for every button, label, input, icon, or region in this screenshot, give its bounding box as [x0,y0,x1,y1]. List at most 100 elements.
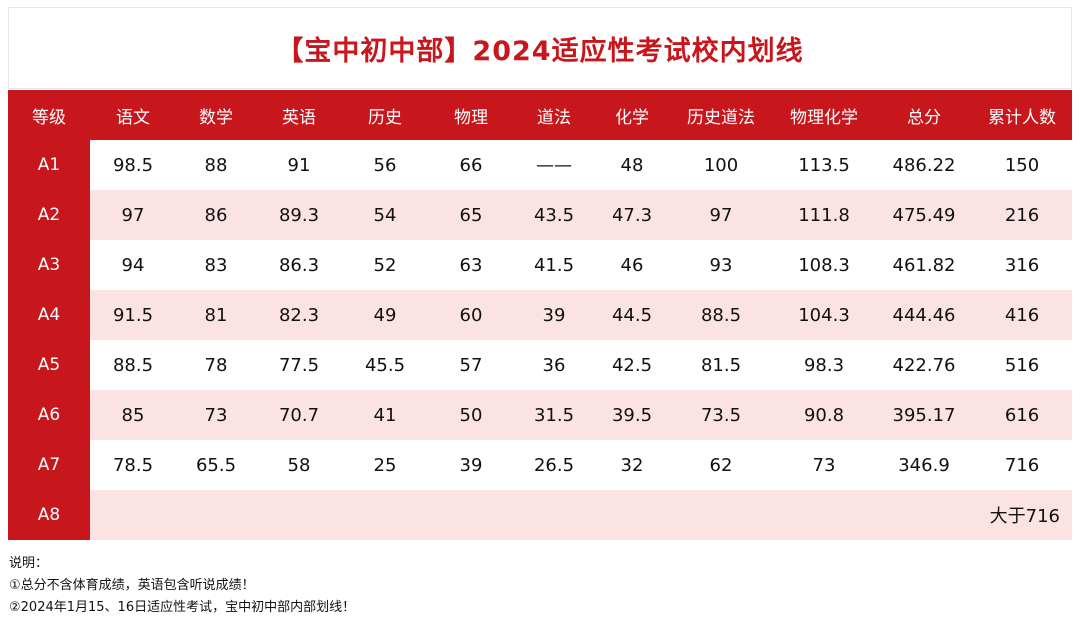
header-cell: 物理 [428,90,514,140]
table-cell: 150 [972,140,1072,190]
table-cell: 86.3 [256,240,342,290]
table-cell: 98.3 [772,340,876,390]
table-cell: 48 [594,140,670,190]
table-cell: 90.8 [772,390,876,440]
page-title: 【宝中初中部】2024适应性考试校内划线 [276,35,804,67]
table-cell: 58 [256,440,342,490]
table-cell: 32 [594,440,670,490]
header-cell: 总分 [876,90,972,140]
table-cell: 86 [176,190,256,240]
title-banner: 【宝中初中部】2024适应性考试校内划线 [8,7,1072,89]
table-cell: 45.5 [342,340,428,390]
table-row: A5 88.5 78 77.5 45.5 57 36 42.5 81.5 98.… [8,340,1072,390]
table-row: A2 97 86 89.3 54 65 43.5 47.3 97 111.8 4… [8,190,1072,240]
table-cell: 83 [176,240,256,290]
table-cell: 88.5 [90,340,176,390]
table-cell: 108.3 [772,240,876,290]
table-cell: 422.76 [876,340,972,390]
table-cell: 395.17 [876,390,972,440]
header-cell: 语文 [90,90,176,140]
score-line-table: 等级 语文 数学 英语 历史 物理 道法 化学 历史道法 物理化学 总分 累计人… [8,90,1072,540]
note-item: ①总分不含体育成绩，英语包含听说成绩！ [9,578,255,593]
table-cell: 100 [670,140,772,190]
header-cell: 累计人数 [972,90,1072,140]
table-cell: 316 [972,240,1072,290]
table-row: A7 78.5 65.5 58 25 39 26.5 32 62 73 346.… [8,440,1072,490]
grade-cell: A7 [8,440,90,490]
table-cell: 111.8 [772,190,876,240]
table-cell: 97 [90,190,176,240]
table-cell: 88.5 [670,290,772,340]
table-cell: 616 [972,390,1072,440]
table-cell: 41 [342,390,428,440]
table-cell: 416 [972,290,1072,340]
table-cell: 104.3 [772,290,876,340]
table-cell: 62 [670,440,772,490]
notes-section: 说明： ①总分不含体育成绩，英语包含听说成绩！ ②2024年1月15、16日适应… [9,553,355,619]
header-cell: 历史 [342,90,428,140]
table-cell: 346.9 [876,440,972,490]
table-cell: 98.5 [90,140,176,190]
table-cell: 444.46 [876,290,972,340]
table-cell: 486.22 [876,140,972,190]
table-cell: 91 [256,140,342,190]
table-cell: 26.5 [514,440,594,490]
table-body: A1 98.5 88 91 56 66 —— 48 100 113.5 486.… [8,140,1072,540]
table-cell: 56 [342,140,428,190]
table-cell: 41.5 [514,240,594,290]
grade-cell: A5 [8,340,90,390]
table-cell: 461.82 [876,240,972,290]
table-cell: 91.5 [90,290,176,340]
table-cell: 82.3 [256,290,342,340]
table-cell: 78 [176,340,256,390]
table-cell: 65 [428,190,514,240]
table-cell: 93 [670,240,772,290]
table-row: A4 91.5 81 82.3 49 60 39 44.5 88.5 104.3… [8,290,1072,340]
table-cell: 216 [972,190,1072,240]
table-cell: 63 [428,240,514,290]
table-row: A1 98.5 88 91 56 66 —— 48 100 113.5 486.… [8,140,1072,190]
table-cell: 78.5 [90,440,176,490]
header-cell: 道法 [514,90,594,140]
header-cell: 英语 [256,90,342,140]
table-cell: 65.5 [176,440,256,490]
header-cell: 化学 [594,90,670,140]
table-cell: 85 [90,390,176,440]
table-cell: 73 [772,440,876,490]
table-cell: 73.5 [670,390,772,440]
table-cell: 70.7 [256,390,342,440]
cumulative-note-cell: 大于716 [90,490,1072,540]
table-cell: 42.5 [594,340,670,390]
table-cell: 716 [972,440,1072,490]
table-cell: 46 [594,240,670,290]
table-cell: 77.5 [256,340,342,390]
table-cell: 88 [176,140,256,190]
table-cell: 52 [342,240,428,290]
table-cell: 43.5 [514,190,594,240]
table-cell: 94 [90,240,176,290]
table-cell: 31.5 [514,390,594,440]
table-cell: 66 [428,140,514,190]
notes-heading: 说明： [9,556,49,571]
table-cell: 516 [972,340,1072,390]
table-cell: 47.3 [594,190,670,240]
table-cell: 113.5 [772,140,876,190]
table-cell: —— [514,140,594,190]
grade-cell: A2 [8,190,90,240]
grade-cell: A6 [8,390,90,440]
table-cell: 25 [342,440,428,490]
table-cell: 39 [428,440,514,490]
table-row: A3 94 83 86.3 52 63 41.5 46 93 108.3 461… [8,240,1072,290]
grade-cell: A8 [8,490,90,540]
grade-cell: A1 [8,140,90,190]
table-cell: 97 [670,190,772,240]
table-cell: 39 [514,290,594,340]
header-row: 等级 语文 数学 英语 历史 物理 道法 化学 历史道法 物理化学 总分 累计人… [8,90,1072,140]
table-cell: 49 [342,290,428,340]
header-cell: 物理化学 [772,90,876,140]
table-cell: 81.5 [670,340,772,390]
header-cell: 数学 [176,90,256,140]
table-cell: 73 [176,390,256,440]
table-cell: 89.3 [256,190,342,240]
table-row: A6 85 73 70.7 41 50 31.5 39.5 73.5 90.8 … [8,390,1072,440]
